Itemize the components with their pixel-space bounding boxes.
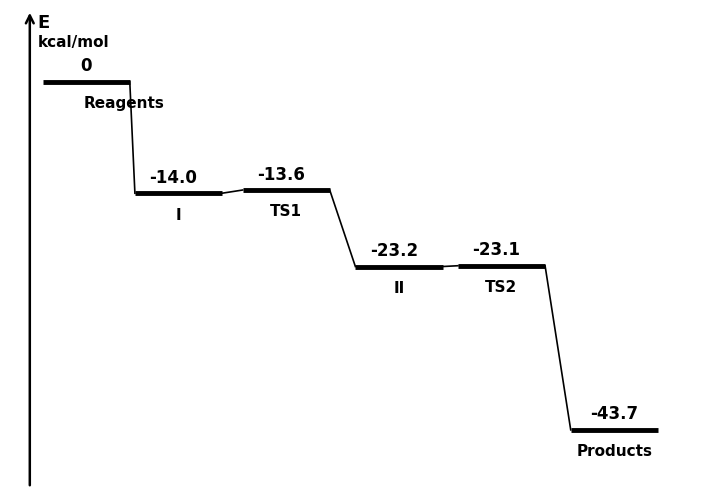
Text: Products: Products xyxy=(576,444,653,459)
Text: Reagents: Reagents xyxy=(84,96,164,111)
Text: TS1: TS1 xyxy=(270,204,302,220)
Text: E: E xyxy=(37,14,50,32)
Text: -13.6: -13.6 xyxy=(257,166,305,184)
Text: 0: 0 xyxy=(81,57,92,75)
Text: kcal/mol: kcal/mol xyxy=(37,35,109,50)
Text: I: I xyxy=(176,208,181,223)
Text: TS2: TS2 xyxy=(485,280,518,295)
Text: II: II xyxy=(394,281,404,296)
Text: -14.0: -14.0 xyxy=(149,169,198,187)
Text: -23.1: -23.1 xyxy=(472,242,521,259)
Text: -43.7: -43.7 xyxy=(590,405,638,423)
Text: -23.2: -23.2 xyxy=(370,242,418,260)
